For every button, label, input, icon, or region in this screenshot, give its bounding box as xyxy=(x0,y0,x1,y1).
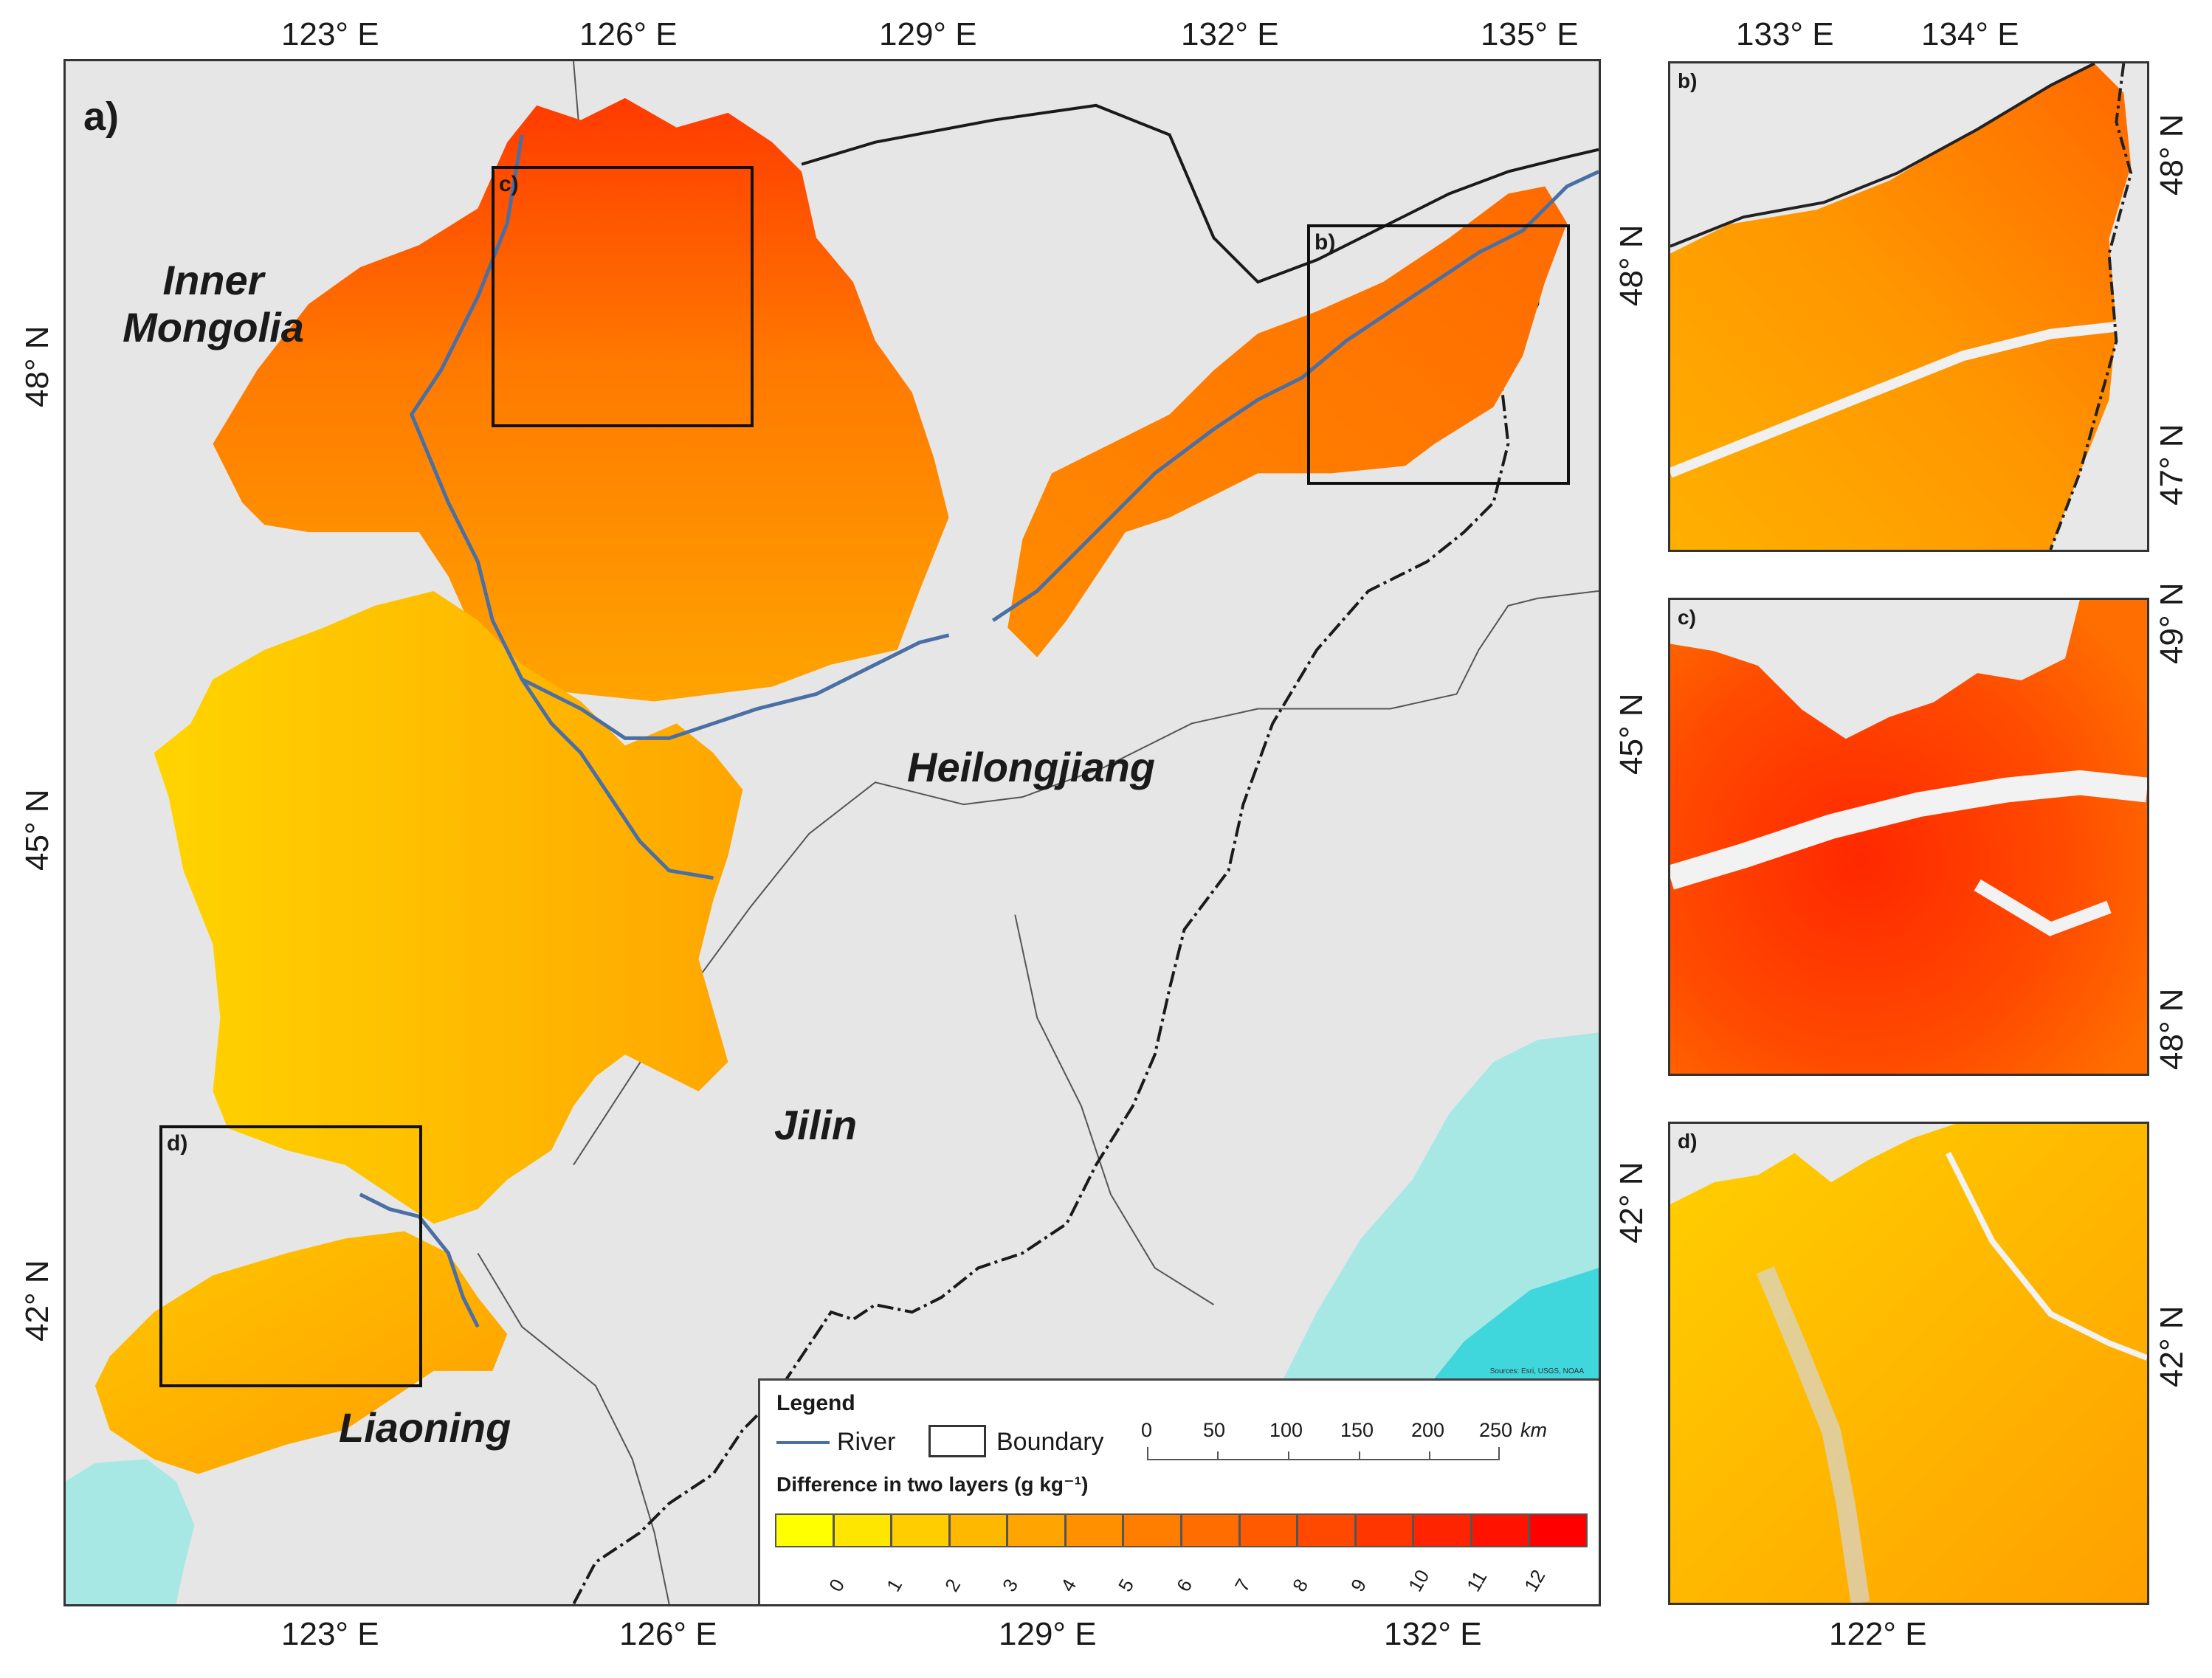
scale-label-200: 200 xyxy=(1411,1419,1445,1441)
colorbar: 0 1 2 3 4 5 6 7 8 9 10 11 12 xyxy=(775,1513,1588,1595)
bottom-tick-126e: 126° E xyxy=(619,1616,717,1652)
label-jilin: Jilin xyxy=(774,1102,858,1148)
panel-d-bottom-tick-122e: 122° E xyxy=(1829,1616,1927,1652)
panel-d: d) xyxy=(1668,1122,2149,1605)
legend: Legend River Boundary 0 50 100 150 200 2… xyxy=(758,1378,1599,1604)
top-tick-126e: 126° E xyxy=(579,16,678,52)
scale-unit: km xyxy=(1520,1419,1547,1441)
right-tick-42n: 42° N xyxy=(1613,1161,1650,1243)
left-tick-42n: 42° N xyxy=(19,1260,55,1342)
panel-b-top-tick-134e: 134° E xyxy=(1921,16,2019,52)
panel-d-right-tick-42n: 42° N xyxy=(2154,1305,2190,1387)
panel-d-label: d) xyxy=(1678,1130,1698,1153)
river-swatch xyxy=(776,1441,830,1444)
colorbar-label: 0 xyxy=(824,1575,849,1595)
colorbar-label: 1 xyxy=(882,1575,907,1595)
panel-b-canvas xyxy=(1670,63,2147,550)
colorbar-label: 3 xyxy=(998,1575,1023,1595)
colorbar-swatch xyxy=(1238,1513,1298,1547)
national-border-east xyxy=(572,208,1547,1604)
inset-label-b: b) xyxy=(1315,230,1336,255)
left-tick-45n: 45° N xyxy=(19,789,55,871)
colorbar-label: 9 xyxy=(1346,1575,1371,1595)
panel-c-right-tick-48n: 48° N xyxy=(2154,988,2190,1070)
right-tick-45n: 45° N xyxy=(1613,693,1650,775)
colorbar-swatch xyxy=(1413,1513,1472,1547)
panel-b-top-tick-133e: 133° E xyxy=(1736,16,1834,52)
inset-box-d[interactable]: d) xyxy=(159,1125,422,1387)
colorbar-label: 11 xyxy=(1461,1567,1492,1595)
rivers xyxy=(359,134,1599,1328)
panel-c-label: c) xyxy=(1678,606,1696,629)
bottom-tick-132e: 132° E xyxy=(1384,1616,1482,1652)
panel-c-right-tick-49n: 49° N xyxy=(2154,582,2190,664)
scale-label-250: 250 xyxy=(1479,1419,1513,1441)
bottom-tick-123e: 123° E xyxy=(281,1616,379,1652)
inset-label-d: d) xyxy=(167,1131,188,1156)
colorbar-swatch xyxy=(1470,1513,1530,1547)
scale-bar xyxy=(1147,1447,1500,1460)
panel-c-area xyxy=(1670,600,2147,1074)
scale-label-150: 150 xyxy=(1340,1419,1374,1441)
inset-box-b[interactable]: b) xyxy=(1307,224,1570,485)
colorbar-swatch xyxy=(891,1513,950,1547)
river-label: River xyxy=(837,1428,896,1456)
colorbar-title: Difference in two layers (g kg⁻¹) xyxy=(776,1473,1089,1496)
top-tick-129e: 129° E xyxy=(879,16,977,52)
bottom-tick-129e: 129° E xyxy=(999,1616,1097,1652)
colorbar-swatch xyxy=(1297,1513,1356,1547)
colorbar-label: 2 xyxy=(940,1575,965,1595)
left-tick-48n: 48° N xyxy=(19,325,55,407)
scale-label-100: 100 xyxy=(1269,1419,1303,1441)
main-panel-label: a) xyxy=(83,94,120,139)
boundary-swatch xyxy=(928,1425,986,1457)
boundary-label: Boundary xyxy=(996,1428,1104,1456)
panel-b-right-tick-47n: 47° N xyxy=(2154,424,2190,505)
panel-b-right-tick-48n: 48° N xyxy=(2154,114,2190,196)
colorbar-swatch xyxy=(1181,1513,1240,1547)
scale-label-50: 50 xyxy=(1203,1419,1226,1441)
inset-box-c[interactable]: c) xyxy=(492,166,754,427)
colorbar-label: 7 xyxy=(1230,1575,1255,1595)
inset-label-c: c) xyxy=(499,172,519,196)
colorbar-swatch xyxy=(1064,1513,1124,1547)
panel-c: c) xyxy=(1668,598,2149,1076)
colorbar-swatch xyxy=(1123,1513,1182,1547)
scale-label-0: 0 xyxy=(1141,1419,1153,1441)
legend-title: Legend xyxy=(776,1391,855,1415)
study-area-north xyxy=(213,97,949,702)
top-tick-132e: 132° E xyxy=(1181,16,1279,52)
top-tick-135e: 135° E xyxy=(1481,16,1579,52)
label-liaoning: Liaoning xyxy=(339,1404,511,1451)
colorbar-swatch xyxy=(1007,1513,1066,1547)
colorbar-label: 10 xyxy=(1404,1565,1434,1595)
colorbar-swatch xyxy=(775,1513,834,1547)
bohai-sea xyxy=(66,1459,195,1604)
colorbar-label: 6 xyxy=(1172,1575,1197,1595)
colorbar-label: 12 xyxy=(1520,1565,1550,1595)
label-heilongjiang: Heilongjiang xyxy=(907,744,1155,790)
colorbar-swatch xyxy=(1529,1513,1588,1547)
panel-d-canvas xyxy=(1670,1124,2147,1603)
panel-c-canvas xyxy=(1670,600,2147,1074)
top-tick-123e: 123° E xyxy=(281,16,379,52)
colorbar-swatch xyxy=(1354,1513,1414,1547)
panel-b-label: b) xyxy=(1678,69,1698,92)
study-area-southwest xyxy=(154,590,743,1224)
panel-b: b) xyxy=(1668,61,2149,552)
main-map: a) Inner Mongolia Heilongjiang Jilin Lia… xyxy=(63,59,1601,1606)
national-border-north xyxy=(801,103,1599,284)
colorbar-label: 5 xyxy=(1114,1575,1139,1595)
colorbar-label: 8 xyxy=(1288,1575,1313,1595)
right-tick-48n: 48° N xyxy=(1613,224,1650,306)
map-attribution: Sources: Esri, USGS, NOAA xyxy=(1489,1367,1584,1375)
colorbar-swatch xyxy=(948,1513,1008,1547)
study-area-east xyxy=(1007,186,1568,657)
panel-d-area xyxy=(1670,1124,2147,1603)
colorbar-label: 4 xyxy=(1055,1575,1081,1595)
study-area-liaoning xyxy=(94,1231,508,1474)
label-inner-mongolia: Inner Mongolia xyxy=(123,257,304,351)
colorbar-swatch xyxy=(833,1513,892,1547)
